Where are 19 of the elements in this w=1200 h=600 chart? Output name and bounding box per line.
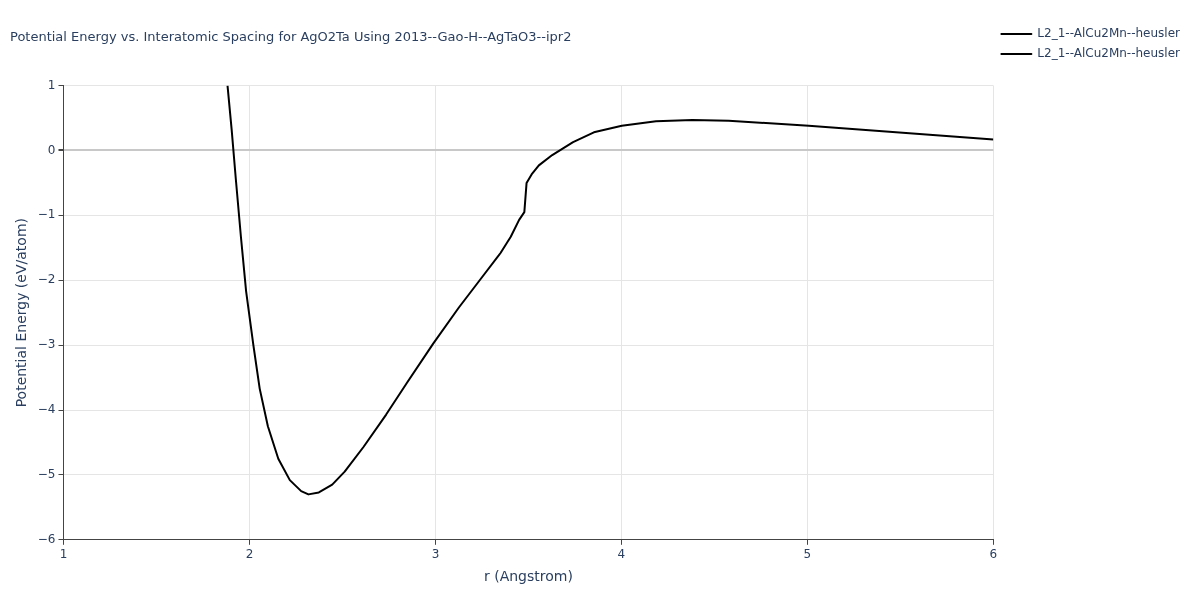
y-tick-label: 0 <box>47 142 56 157</box>
y-tick-label: −4 <box>37 402 56 417</box>
legend-label: L2_1--AlCu2Mn--heusler <box>1037 26 1181 41</box>
x-tick-label: 1 <box>59 547 68 562</box>
y-tick-label: −1 <box>37 207 56 222</box>
y-tick-label: −6 <box>37 531 56 546</box>
x-tick-label: 6 <box>989 547 998 562</box>
x-axis-title: r (Angstrom) <box>483 568 573 585</box>
y-tick-label: 1 <box>47 77 56 92</box>
legend-label: L2_1--AlCu2Mn--heusler <box>1037 46 1181 61</box>
x-tick-label: 5 <box>803 547 812 562</box>
y-tick-label: −3 <box>37 337 56 352</box>
x-tick-label: 3 <box>431 547 440 562</box>
y-tick-label: −2 <box>37 272 56 287</box>
chart-title: Potential Energy vs. Interatomic Spacing for AgO2Ta Using 2013--Gao-H--AgTaO3--ipr2 <box>10 29 572 45</box>
x-tick-label: 4 <box>617 547 626 562</box>
x-tick-label: 2 <box>245 547 254 562</box>
y-tick-label: −5 <box>37 467 56 482</box>
y-axis-title: Potential Energy (eV/atom) <box>13 218 30 408</box>
